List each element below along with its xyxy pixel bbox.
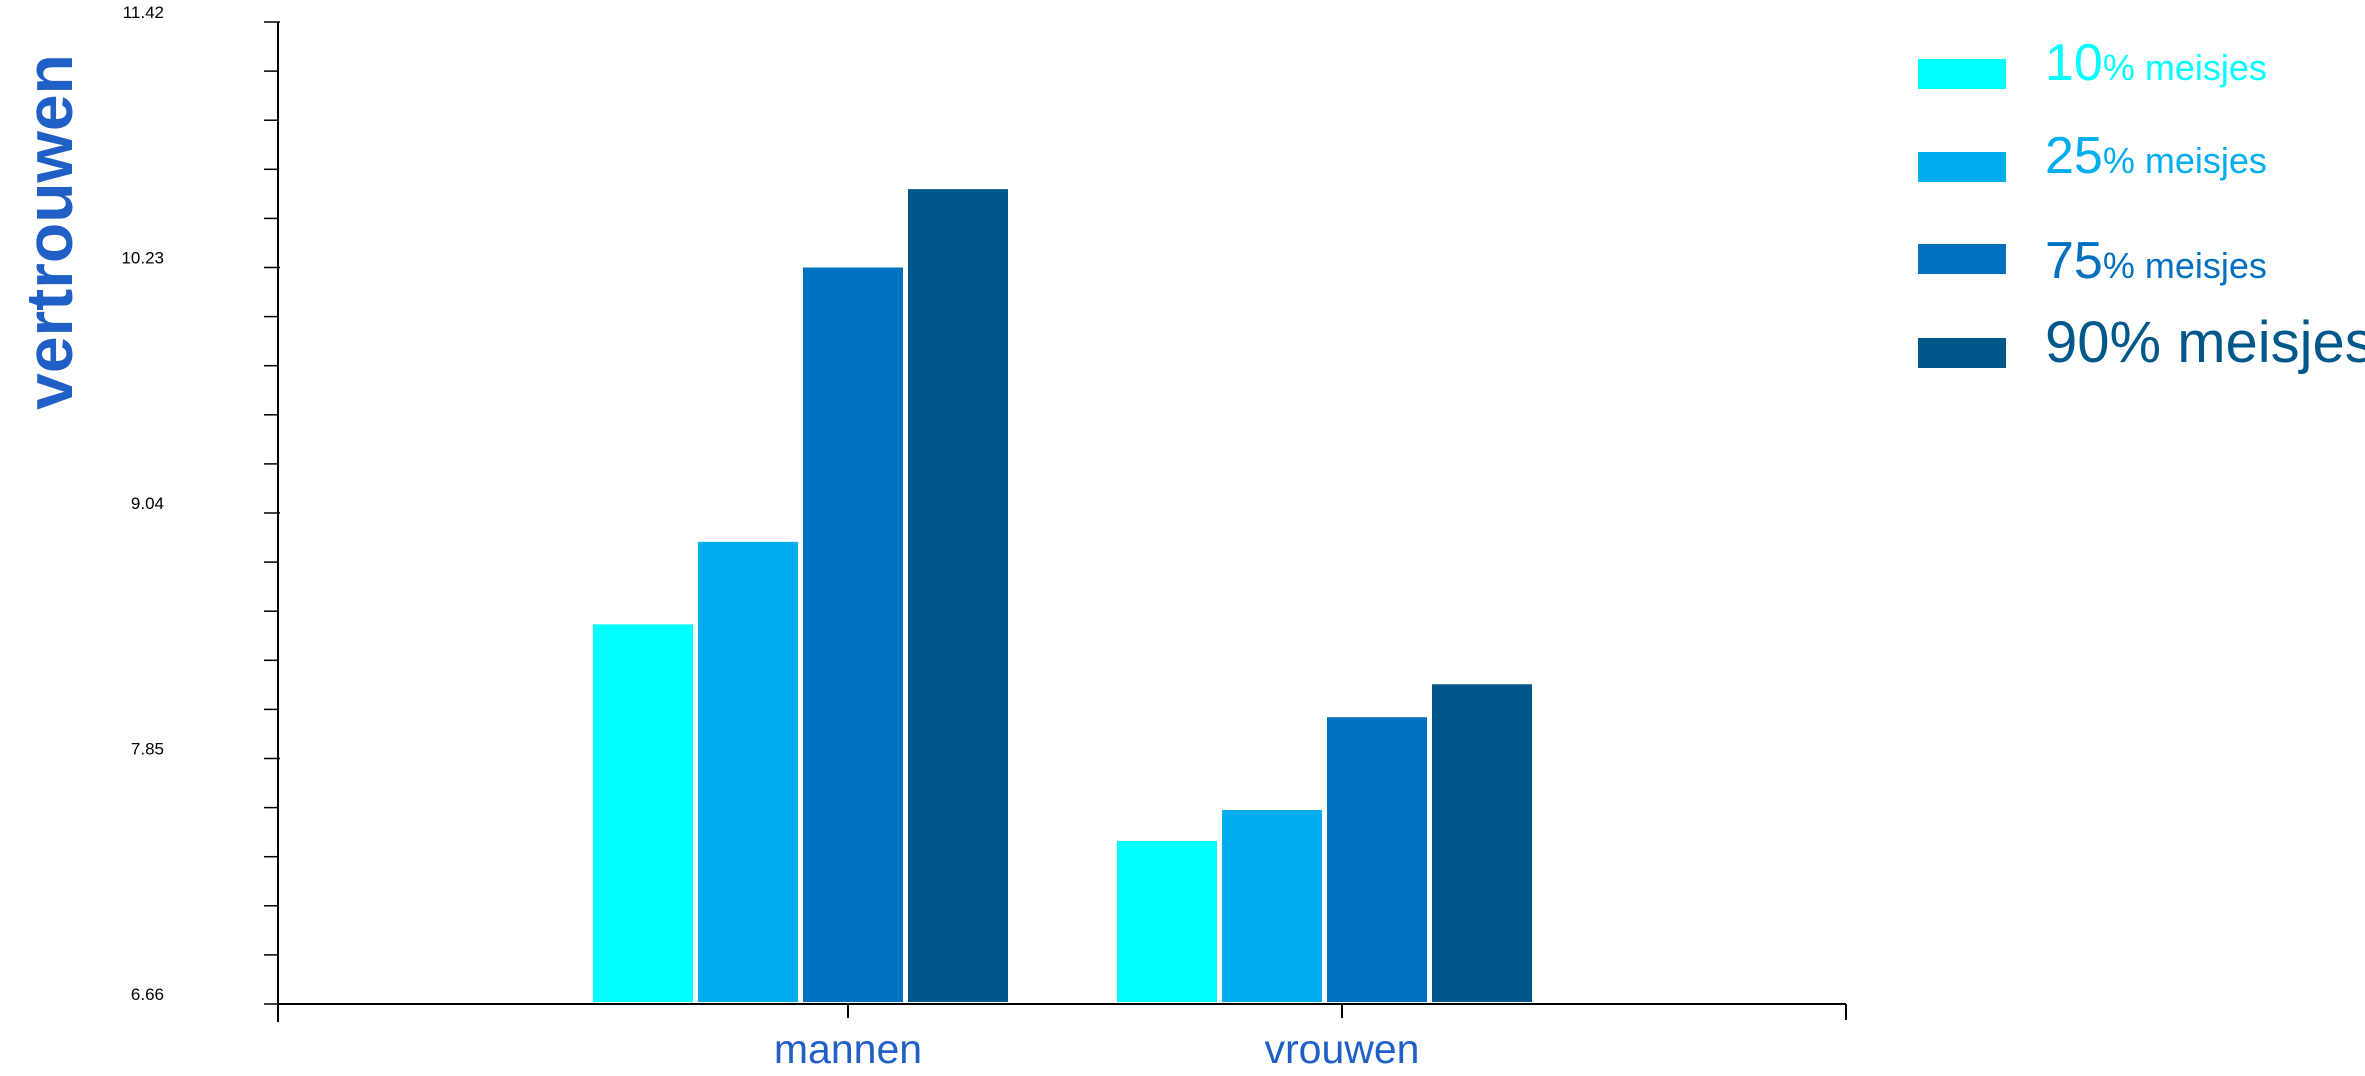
legend-number: 90 bbox=[2045, 310, 2110, 375]
x-tick-label-vrouwen: vrouwen bbox=[1265, 1026, 1420, 1072]
bar-mannen-75 bbox=[803, 267, 903, 1002]
legend-suffix: % meisjes bbox=[2103, 140, 2267, 181]
legend-label-25: 25% meisjes bbox=[2045, 127, 2267, 185]
bar-mannen-90 bbox=[908, 189, 1008, 1002]
bars bbox=[593, 189, 1532, 1002]
legend-number: 10 bbox=[2045, 34, 2103, 92]
y-tick-label: 7.85 bbox=[131, 740, 164, 759]
legend-label-10: 10% meisjes bbox=[2045, 34, 2267, 92]
y-tick-label: 6.66 bbox=[131, 985, 164, 1004]
axes: 11.42 10.23 9.04 7.85 6.66 mannen vrouwen bbox=[121, 3, 1847, 1072]
y-tick-label: 9.04 bbox=[131, 494, 164, 513]
y-axis-label: vertrouwen bbox=[12, 54, 86, 410]
bar-vrouwen-10 bbox=[1117, 841, 1217, 1002]
legend-suffix: % meisjes bbox=[2110, 310, 2365, 375]
bar-mannen-25 bbox=[698, 541, 798, 1002]
legend-swatch-25 bbox=[1918, 152, 2006, 182]
bar-mannen-10 bbox=[593, 624, 693, 1002]
legend-label-90: 90% meisjes bbox=[2045, 310, 2365, 375]
legend-label-75: 75% meisjes bbox=[2045, 232, 2267, 290]
legend-swatch-90 bbox=[1918, 338, 2006, 368]
x-tick-label-mannen: mannen bbox=[774, 1026, 922, 1072]
bar-vrouwen-90 bbox=[1432, 684, 1532, 1002]
bar-vrouwen-75 bbox=[1327, 717, 1427, 1002]
y-tick-label: 11.42 bbox=[123, 3, 164, 22]
legend-number: 75 bbox=[2045, 232, 2103, 290]
legend-swatch-10 bbox=[1918, 59, 2006, 89]
legend-swatch-75 bbox=[1918, 244, 2006, 274]
legend-suffix: % meisjes bbox=[2103, 245, 2267, 286]
legend-number: 25 bbox=[2045, 127, 2103, 185]
y-tick-label: 10.23 bbox=[121, 249, 164, 268]
bar-vrouwen-25 bbox=[1222, 810, 1322, 1002]
legend-suffix: % meisjes bbox=[2103, 47, 2267, 88]
